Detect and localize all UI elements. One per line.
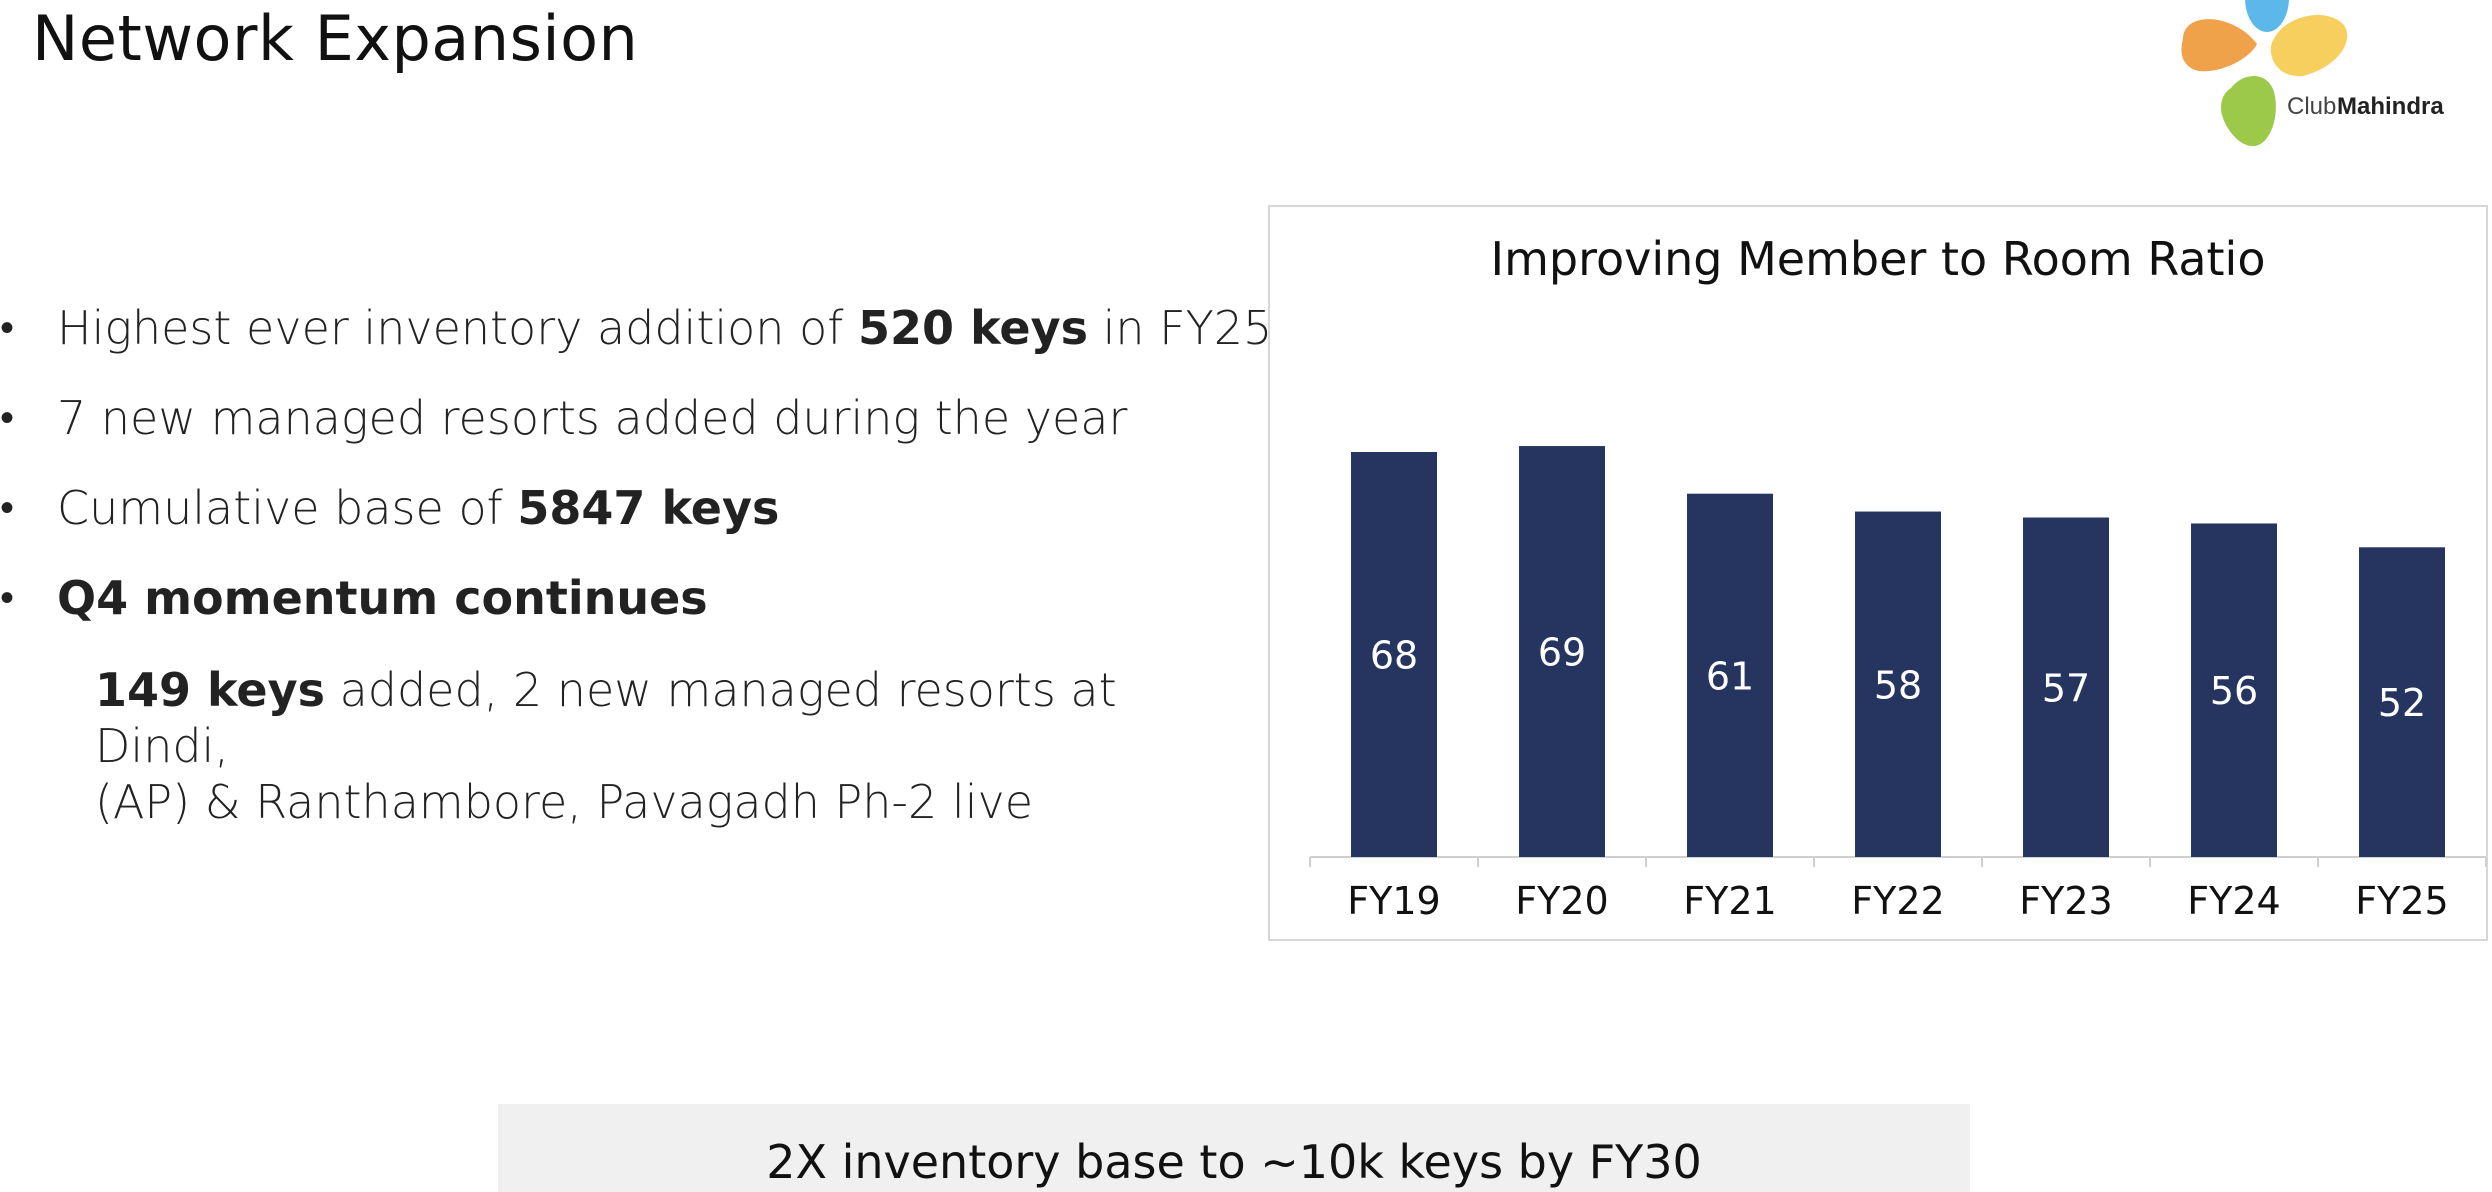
bar-fy19 [1351,452,1437,857]
bar-fy21 [1687,493,1773,857]
bullet-dot: • [0,485,15,531]
data-label-fy19: 68 [1370,634,1418,678]
x-tick-label-fy23: FY23 [2019,879,2112,923]
bullet-text: 7 new managed resorts added during the y… [57,391,1128,445]
footer-banner: 2X inventory base to ~10k keys by FY30 [498,1104,1970,1192]
bar-fy22 [1855,511,1941,857]
bullet-item: • Q4 momentum continues [0,570,1230,660]
bar-fy24 [2191,523,2277,857]
bullet-item: • Cumulative base of 5847 keys [0,480,1230,570]
bar-fy25 [2359,547,2445,857]
bar-fy23 [2023,517,2109,857]
bullet-text: Q4 momentum continues [57,571,708,625]
bullet-list: • Highest ever inventory addition of 520… [0,300,1272,660]
x-tick-label-fy19: FY19 [1347,879,1440,923]
banner-text: 2X inventory base to ~10k keys by FY30 [766,1135,1702,1189]
club-mahindra-logo: Club Mahindra [2175,0,2475,150]
x-tick-label-fy22: FY22 [1851,879,1944,923]
data-label-fy22: 58 [1874,663,1922,707]
bullet-dot: • [0,575,15,621]
sub-note: 149 keys added, 2 new managed resorts at… [95,662,1255,830]
logo-brand-text: Mahindra [2337,93,2444,120]
x-tick-label-fy21: FY21 [1683,879,1776,923]
data-label-fy20: 69 [1538,631,1586,675]
bullet-item: • Highest ever inventory addition of 520… [0,300,1272,390]
sub-note-bold: 149 keys [95,663,325,717]
logo-club-text: Club [2287,93,2336,120]
bullet-dot: • [0,305,15,351]
flower-logo-icon: Club Mahindra [2181,0,2444,147]
data-label-fy21: 61 [1706,654,1754,698]
bullet-item: • 7 new managed resorts added during the… [0,390,1230,480]
x-tick-label-fy20: FY20 [1515,879,1608,923]
bullet-dot: • [0,395,15,441]
chart-panel: Improving Member to Room Ratio 68 FY19 69 F… [1268,205,2488,941]
x-tick-label-fy25: FY25 [2355,879,2448,923]
sub-note-line2: (AP) & Ranthambore, Pavagadh Ph-2 live [95,775,1033,829]
bar-fy20 [1519,446,1605,857]
data-label-fy23: 57 [2042,666,2090,710]
page-title: Network Expansion [32,2,639,75]
bullet-text: Highest ever inventory addition of 520 k… [57,301,1273,355]
x-tick-label-fy24: FY24 [2187,879,2280,923]
data-label-fy25: 52 [2378,681,2426,725]
bar-chart: 68 FY19 69 FY20 61 FY21 58 FY22 57 FY23 56 FY24 52 FY… [1309,446,2487,923]
data-label-fy24: 56 [2210,669,2258,713]
chart-title: Improving Member to Room Ratio [1490,232,2266,286]
sub-note-line1: added, 2 new managed resorts at Dindi, [95,663,1117,773]
bullet-text: Cumulative base of 5847 keys [57,481,780,535]
